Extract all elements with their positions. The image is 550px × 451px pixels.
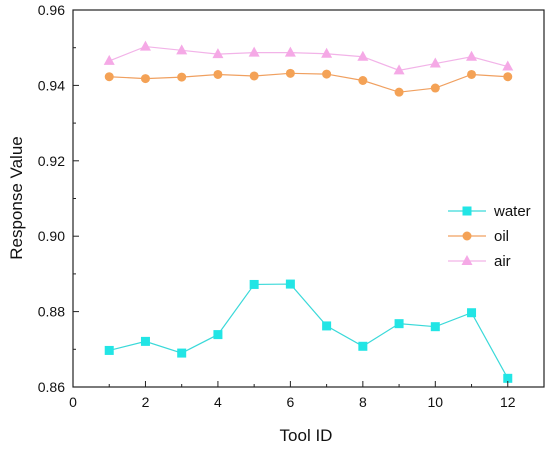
data-point-water (467, 308, 477, 318)
x-tick-label: 2 (142, 394, 150, 410)
data-point-water (394, 319, 404, 329)
data-point-oil (140, 74, 150, 84)
data-point-water (213, 330, 223, 340)
y-tick-label: 0.92 (38, 153, 65, 169)
x-tick-label: 4 (214, 394, 222, 410)
data-point-water (177, 348, 187, 358)
data-point-oil (358, 75, 368, 85)
y-tick-label: 0.94 (38, 77, 65, 93)
data-point-oil (467, 69, 477, 79)
data-point-air (103, 54, 115, 65)
y-tick-label: 0.96 (38, 2, 65, 18)
x-axis-title: Tool ID (280, 426, 333, 445)
plot-frame (72, 9, 545, 388)
data-point-oil (177, 72, 187, 82)
x-tick-label: 12 (500, 394, 516, 410)
data-point-air (284, 46, 296, 57)
legend-label-oil: oil (494, 228, 509, 245)
axes: 0 2 4 6 8 10 12 0.86 0.88 0.90 0.92 0.94 0.96 (38, 2, 545, 410)
x-tick-label: 8 (359, 394, 367, 410)
legend-label-air: air (494, 253, 511, 270)
data-point-water (285, 279, 295, 289)
data-point-oil (394, 87, 404, 97)
x-tick-label: 10 (428, 394, 444, 410)
y-tick-label: 0.90 (38, 228, 65, 244)
series-line-water (109, 283, 509, 379)
data-point-water (104, 345, 114, 355)
data-point-water (358, 341, 368, 351)
data-point-water (503, 373, 513, 383)
x-tick-label: 0 (69, 394, 77, 410)
data-point-water (249, 279, 259, 289)
data-point-oil (249, 71, 259, 81)
series-line-air (109, 45, 508, 71)
data-point-oil (285, 68, 295, 78)
data-point-air (212, 48, 224, 59)
y-axis-title: Response Value (7, 136, 26, 260)
data-point-air (176, 44, 188, 55)
data-point-air (502, 60, 514, 71)
data-point-air (466, 50, 478, 61)
data-point-oil (430, 83, 440, 93)
legend-label-water: water (493, 203, 531, 220)
series-line-oil (109, 72, 508, 93)
data-point-oil (322, 69, 332, 79)
data-point-oil (104, 72, 114, 82)
data-point-air (429, 57, 441, 68)
data-point-air (321, 47, 333, 58)
data-point-air (248, 46, 260, 57)
x-tick-label: 6 (286, 394, 294, 410)
legend-marker-water (462, 206, 472, 216)
data-point-water (140, 336, 150, 346)
y-tick-label: 0.86 (38, 379, 65, 395)
legend-marker-oil (462, 231, 472, 241)
data-point-air (393, 64, 405, 75)
data-point-air (357, 50, 369, 61)
data-point-water (322, 321, 332, 331)
legend-marker-air (461, 255, 473, 265)
data-point-air (139, 40, 151, 51)
legend: water oil air (448, 203, 531, 270)
data-point-water (430, 322, 440, 332)
data-point-oil (213, 69, 223, 79)
plot-area (103, 40, 514, 383)
data-point-oil (503, 72, 513, 82)
y-tick-label: 0.88 (38, 304, 65, 320)
